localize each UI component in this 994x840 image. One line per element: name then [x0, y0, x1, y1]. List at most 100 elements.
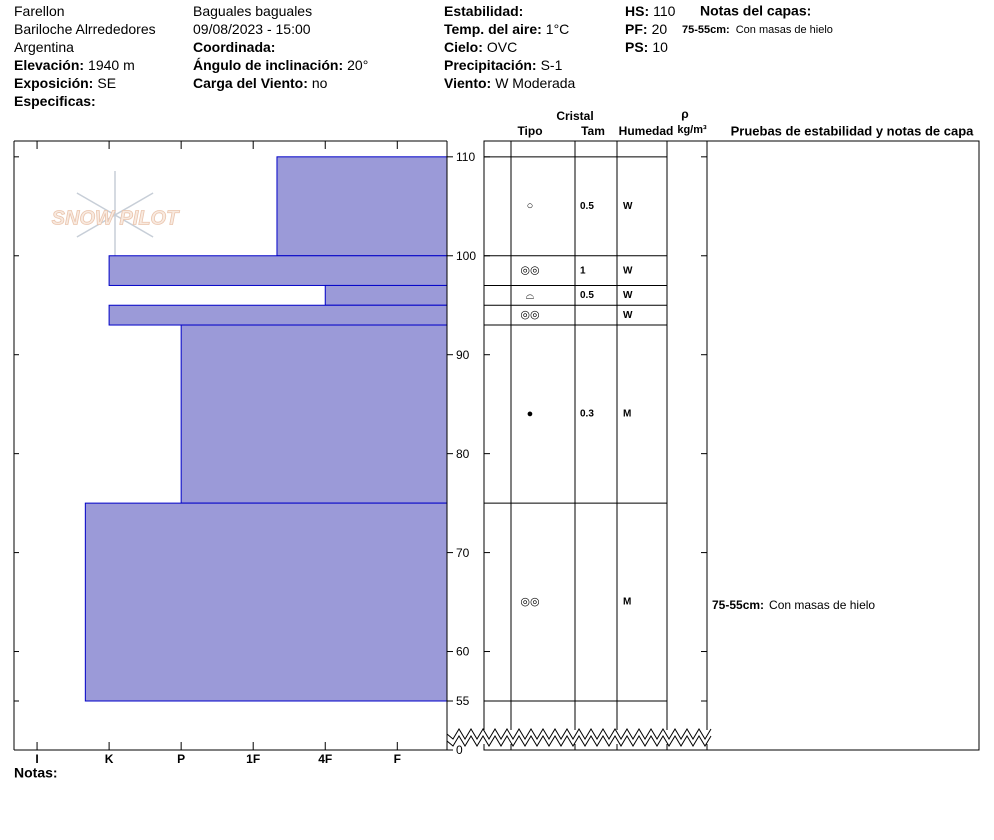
hardness-bar [108, 304, 448, 326]
header-field: Baguales baguales [193, 3, 312, 19]
header-field-text: 09/08/2023 - 15:00 [193, 21, 311, 37]
header-field: HS: 110 [625, 3, 676, 19]
header-field-label: Elevación: [14, 57, 84, 73]
header-field-value: 110 [653, 3, 676, 19]
y-tick-label: 60 [456, 645, 470, 659]
header-field-text: Argentina [14, 39, 74, 55]
header-field-text: Farellon [14, 3, 65, 19]
grain-size: 0.5 [580, 201, 594, 212]
moisture: W [623, 290, 633, 301]
header-field: Elevación: 1940 m [14, 57, 135, 73]
header-note: 75-55cm: Con masas de hielo [682, 24, 833, 36]
header-field-value: 10 [652, 39, 668, 55]
y-tick-label: 90 [456, 348, 470, 362]
header-field-value: 20 [652, 21, 668, 37]
header-field: Ángulo de inclinación: 20° [193, 57, 368, 73]
header-field-text: Bariloche Alrrededores [14, 21, 156, 37]
header-field-value: SE [97, 75, 116, 91]
header-field: Viento: W Moderada [444, 75, 576, 91]
hardness-bar [108, 255, 448, 286]
snowflake-arm [114, 192, 154, 216]
x-tick-label: 4F [318, 752, 332, 766]
header-field: PS: 10 [625, 39, 668, 55]
header-field-label: Carga del Viento: [193, 75, 308, 91]
table-frame [483, 140, 980, 751]
header-field: Carga del Viento: no [193, 75, 328, 91]
y-tick-label: 80 [456, 447, 470, 461]
header-field: Coordinada: [193, 39, 275, 55]
header-field: 09/08/2023 - 15:00 [193, 21, 311, 37]
moisture: W [623, 201, 633, 212]
header-field: Farellon [14, 3, 65, 19]
header-field: Precipitación: S-1 [444, 57, 563, 73]
grain-type: ◎◎ [520, 265, 539, 277]
density-symbol: ρ [681, 107, 688, 121]
header-field-value: OVC [487, 39, 517, 55]
y-tick-label: 0 [456, 743, 463, 757]
watermark: SNOW PILOT [51, 171, 181, 259]
header-field: Cielo: OVC [444, 39, 517, 55]
layer-note: 75-55cm: Con masas de hielo [712, 598, 875, 612]
grain-type: ◎◎ [520, 596, 539, 608]
header-field-label: Estabilidad: [444, 3, 523, 19]
header-field-label: Precipitación: [444, 57, 537, 73]
layer-note-range: 75-55cm: [712, 598, 764, 612]
grain-size: 1 [580, 265, 586, 276]
footer-notes: Notas: [14, 765, 58, 781]
table-header: Tipo [517, 124, 542, 138]
hardness-bar [324, 284, 448, 306]
grain-type: ◎◎ [520, 309, 539, 321]
grain-type: ● [527, 408, 534, 420]
notes-header: Pruebas de estabilidad y notas de capa [731, 123, 975, 138]
table-header: Tam [581, 124, 605, 138]
moisture: W [623, 265, 633, 276]
header-field-text: Baguales baguales [193, 3, 312, 19]
header-field-label: Especificas: [14, 93, 96, 109]
header-field-value: S-1 [541, 57, 563, 73]
header-field: Estabilidad: [444, 3, 523, 19]
header-field-label: Temp. del aire: [444, 21, 542, 37]
y-tick-label: 55 [456, 694, 470, 708]
notes-title: Notas del capas: [700, 3, 811, 19]
header-field-label: PS: [625, 39, 648, 55]
header-field-value: W Moderada [495, 75, 575, 91]
grain-type: ○ [527, 200, 534, 212]
y-tick-label: 110 [456, 150, 475, 164]
grain-type: ⌓ [526, 289, 535, 301]
y-tick-label: 70 [456, 546, 470, 560]
header-field-value: 1°C [546, 21, 570, 37]
moisture: M [623, 597, 631, 608]
header-field-value: 1940 m [88, 57, 135, 73]
x-tick-label: P [177, 752, 185, 766]
hardness-bar [276, 156, 448, 257]
header-field-label: PF: [625, 21, 648, 37]
header-field-label: Cielo: [444, 39, 483, 55]
x-tick-label: 1F [246, 752, 260, 766]
snowflake-arm [76, 192, 116, 216]
header-field-label: Coordinada: [193, 39, 275, 55]
header-field-label: Exposición: [14, 75, 93, 91]
snowflake-arm [76, 214, 116, 238]
density-unit: kg/m³ [677, 124, 707, 136]
grain-size: 0.3 [580, 409, 594, 420]
header-field-label: HS: [625, 3, 649, 19]
header-field: Especificas: [14, 93, 96, 109]
axis-break [446, 728, 712, 740]
hardness-bar [84, 502, 448, 702]
table-header: Humedad [619, 124, 674, 138]
table-group-header: Cristal [556, 109, 593, 123]
snowflake-arm [114, 214, 154, 238]
x-tick-label: I [35, 752, 38, 766]
moisture: W [623, 310, 633, 321]
header-field-label: Viento: [444, 75, 491, 91]
x-tick-label: F [394, 752, 401, 766]
layer-note-text: Con masas de hielo [769, 598, 875, 612]
header-field-value: no [312, 75, 328, 91]
header-field: Temp. del aire: 1°C [444, 21, 569, 37]
hardness-bar [180, 324, 448, 504]
moisture: M [623, 409, 631, 420]
grain-size: 0.5 [580, 290, 594, 301]
header-field-label: Ángulo de inclinación: [193, 57, 343, 73]
x-tick-label: K [105, 752, 114, 766]
